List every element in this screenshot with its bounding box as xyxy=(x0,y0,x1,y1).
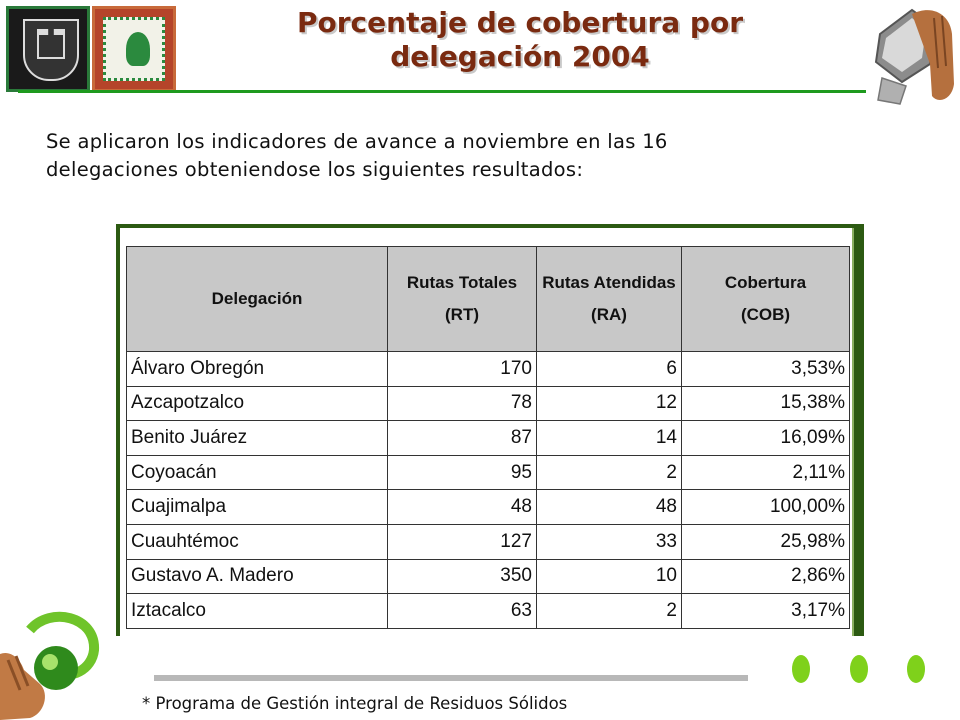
table-row: Álvaro Obregón 170 6 3,53% xyxy=(126,351,850,387)
cell-cob: 100,00% xyxy=(681,489,850,525)
green-dot-icon xyxy=(907,655,925,683)
cell-cob: 2,11% xyxy=(681,454,850,491)
cell-cob: 3,53% xyxy=(681,351,850,387)
cell-cob: 15,38% xyxy=(681,385,850,422)
footnote: * Programa de Gestión integral de Residu… xyxy=(142,694,568,713)
cell-rt: 78 xyxy=(387,385,537,422)
cell-ra: 10 xyxy=(536,558,682,595)
cell-delegacion: Cuauhtémoc xyxy=(126,523,388,560)
intro-text: Se aplicaron los indicadores de avance a… xyxy=(46,128,846,184)
table-frame: Delegación Rutas Totales (RT) Rutas Aten… xyxy=(116,224,864,636)
table-row: Gustavo A. Madero 350 10 2,86% xyxy=(126,558,850,595)
header-rutas-totales: Rutas Totales (RT) xyxy=(387,246,537,352)
cell-ra: 2 xyxy=(536,593,682,629)
page-title-line1: Porcentaje de cobertura por xyxy=(296,6,744,39)
cell-rt: 127 xyxy=(387,523,537,560)
green-dot-icon xyxy=(792,655,810,683)
aztec-eagle-logo xyxy=(92,6,176,92)
cell-delegacion: Azcapotzalco xyxy=(126,385,388,422)
table-row: Azcapotzalco 78 12 15,38% xyxy=(126,385,850,422)
header-cobertura: Cobertura (COB) xyxy=(681,246,850,352)
cell-delegacion: Álvaro Obregón xyxy=(126,351,388,387)
cell-ra: 33 xyxy=(536,523,682,560)
footer-divider xyxy=(154,675,748,681)
cell-delegacion: Benito Juárez xyxy=(126,420,388,456)
cell-delegacion: Cuajimalpa xyxy=(126,489,388,525)
crest-shield-icon xyxy=(23,19,79,81)
page-title-line2: delegación 2004 xyxy=(390,40,650,73)
cell-rt: 63 xyxy=(387,593,537,629)
cell-ra: 6 xyxy=(536,351,682,387)
cell-cob: 3,17% xyxy=(681,593,850,629)
cdmx-crest-logo xyxy=(6,6,90,92)
cell-ra: 2 xyxy=(536,454,682,491)
cell-rt: 95 xyxy=(387,454,537,491)
title-underline xyxy=(18,90,866,93)
page-title: Porcentaje de cobertura por delegación 2… xyxy=(180,6,860,74)
cell-cob: 16,09% xyxy=(681,420,850,456)
table-row: Benito Juárez 87 14 16,09% xyxy=(126,420,850,456)
cell-cob: 25,98% xyxy=(681,523,850,560)
castle-tower-icon xyxy=(37,29,65,59)
paper-hand-icon xyxy=(874,8,954,105)
table-header-row: Delegación Rutas Totales (RT) Rutas Aten… xyxy=(126,246,850,352)
globe-hand-icon xyxy=(0,611,99,720)
green-dot-icon xyxy=(850,655,868,683)
header-rutas-atendidas: Rutas Atendidas (RA) xyxy=(536,246,682,352)
table-row: Coyoacán 95 2 2,11% xyxy=(126,454,850,491)
cell-ra: 48 xyxy=(536,489,682,525)
cell-ra: 14 xyxy=(536,420,682,456)
cell-ra: 12 xyxy=(536,385,682,422)
table-row: Iztacalco 63 2 3,17% xyxy=(126,593,850,629)
table-row: Cuajimalpa 48 48 100,00% xyxy=(126,489,850,525)
eagle-icon xyxy=(126,32,150,66)
cell-rt: 350 xyxy=(387,558,537,595)
table-row: Cuauhtémoc 127 33 25,98% xyxy=(126,523,850,560)
header-delegacion: Delegación xyxy=(126,246,388,352)
cell-rt: 48 xyxy=(387,489,537,525)
coverage-table: Delegación Rutas Totales (RT) Rutas Aten… xyxy=(126,246,850,629)
intro-line2: delegaciones obteniendose los siguientes… xyxy=(46,158,584,181)
cell-delegacion: Gustavo A. Madero xyxy=(126,558,388,595)
cell-delegacion: Iztacalco xyxy=(126,593,388,629)
cell-rt: 170 xyxy=(387,351,537,387)
intro-line1: Se aplicaron los indicadores de avance a… xyxy=(46,130,668,153)
cell-rt: 87 xyxy=(387,420,537,456)
cell-delegacion: Coyoacán xyxy=(126,454,388,491)
cell-cob: 2,86% xyxy=(681,558,850,595)
